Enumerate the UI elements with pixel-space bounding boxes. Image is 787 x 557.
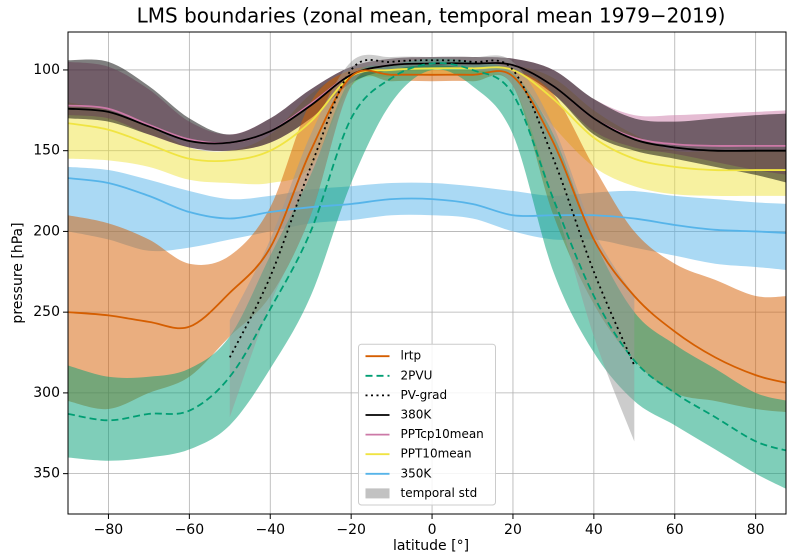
- x-tick-label: 20: [504, 522, 522, 538]
- legend-label: 350K: [401, 466, 433, 480]
- legend-box: [358, 343, 496, 506]
- plot-frame: [67, 31, 787, 515]
- legend-label: temporal std: [401, 486, 478, 500]
- x-tick-label: −60: [175, 522, 205, 538]
- band: [68, 63, 786, 197]
- line: [68, 177, 786, 234]
- x-tick-label: 60: [666, 522, 684, 538]
- band: [68, 58, 786, 489]
- y-tick-label: 100: [33, 62, 60, 78]
- legend-label: PPTcp10mean: [401, 427, 484, 441]
- x-tick-label: 0: [428, 522, 437, 538]
- legend-label: 2PVU: [401, 368, 433, 382]
- line: [68, 66, 786, 172]
- x-tick-label: −80: [94, 522, 124, 538]
- y-axis-label: pressure [hPa]: [10, 222, 26, 323]
- x-tick-label: 40: [585, 522, 603, 538]
- line: [228, 59, 636, 366]
- y-tick-label: 200: [33, 223, 60, 239]
- legend-label: 380K: [401, 408, 433, 422]
- plot-area: [68, 54, 786, 489]
- x-tick-label: −20: [336, 522, 366, 538]
- legend-label: PPT10mean: [401, 447, 472, 461]
- x-tick-label: −40: [255, 522, 285, 538]
- y-tick-label: 350: [33, 466, 60, 482]
- legend-label: PV-grad: [401, 388, 448, 402]
- y-tick-label: 250: [33, 304, 60, 320]
- legend-swatch: [365, 488, 390, 499]
- x-axis-label: latitude [°]: [393, 538, 469, 554]
- y-tick-label: 300: [33, 385, 60, 401]
- y-tick-label: 150: [33, 143, 60, 159]
- legend-label: lrtp: [401, 349, 422, 363]
- x-tick-label: 80: [747, 522, 765, 538]
- line: [68, 69, 786, 384]
- line: [68, 62, 786, 452]
- chart-title: LMS boundaries (zonal mean, temporal mea…: [137, 4, 726, 28]
